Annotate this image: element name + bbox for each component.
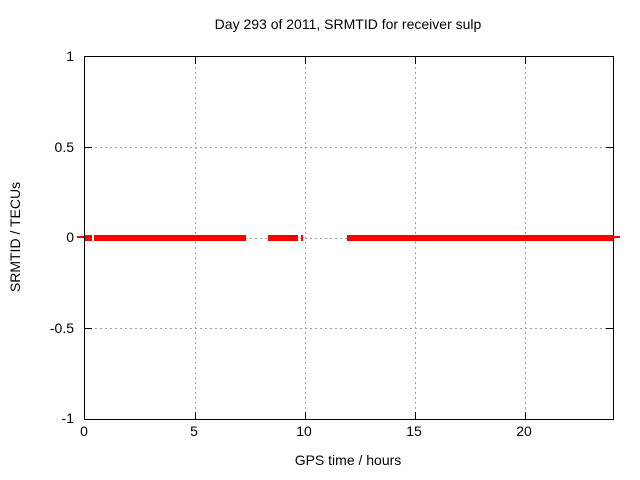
data-segment	[85, 235, 92, 241]
x-axis-label: GPS time / hours	[294, 452, 402, 468]
x-tick-mark-top	[524, 57, 526, 64]
y-tick-label: -1	[61, 410, 74, 426]
x-tick-mark-bottom	[414, 412, 416, 419]
data-segment	[346, 235, 613, 241]
chart-title: Day 293 of 2011, SRMTID for receiver sul…	[214, 16, 482, 32]
data-segment	[94, 235, 246, 241]
y-axis-label: SRMTID / TECUs	[7, 181, 23, 293]
y-tick-label: 1	[66, 48, 74, 64]
x-tick-mark-bottom	[304, 412, 306, 419]
y-tick-mark-right	[606, 328, 613, 329]
x-tick-label: 10	[296, 423, 312, 439]
x-tick-mark-bottom	[524, 412, 526, 419]
x-tick-mark-bottom	[194, 412, 196, 419]
zero-edge-dash-right	[613, 236, 620, 238]
x-tick-label: 5	[190, 423, 198, 439]
data-segment	[267, 235, 298, 241]
y-tick-mark-right	[606, 147, 613, 148]
plot-area	[84, 56, 614, 420]
x-tick-mark-top	[304, 57, 306, 64]
x-tick-label: 15	[406, 423, 422, 439]
gridline-horizontal	[85, 328, 613, 329]
y-tick-mark-left	[85, 147, 92, 148]
y-tick-mark-left	[85, 328, 92, 329]
gridline-horizontal	[85, 147, 613, 148]
zero-edge-dash-left	[77, 236, 84, 238]
x-tick-mark-top	[414, 57, 416, 64]
y-tick-label: -0.5	[49, 319, 74, 336]
y-tick-label: 0	[66, 229, 74, 245]
x-tick-label: 0	[80, 423, 88, 439]
x-tick-label: 20	[516, 423, 532, 439]
x-tick-mark-top	[194, 57, 196, 64]
y-tick-label: 0.5	[54, 138, 74, 155]
data-segment	[300, 235, 303, 241]
